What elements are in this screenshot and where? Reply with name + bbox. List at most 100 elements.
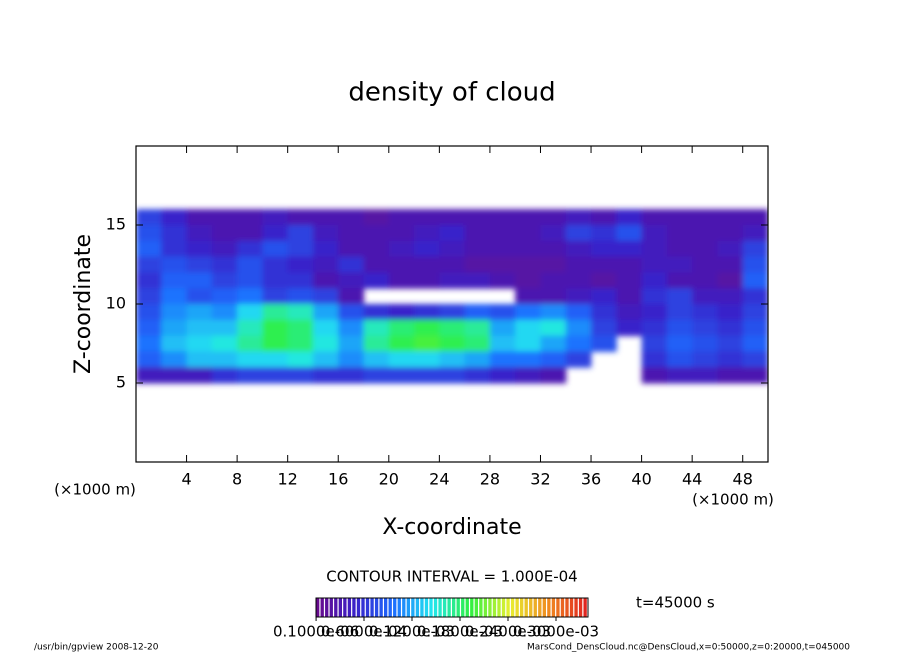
- heatmap-cells: [136, 209, 768, 384]
- heatmap-cell: [363, 335, 390, 352]
- colorbar-swatch: [456, 598, 460, 617]
- colorbar-swatch: [483, 598, 488, 617]
- heatmap-cell: [489, 225, 516, 242]
- heatmap-cell: [439, 256, 466, 273]
- heatmap-cell: [312, 240, 339, 258]
- colorbar-swatch: [542, 598, 546, 617]
- heatmap-cell: [211, 351, 238, 368]
- heatmap-cell: [186, 256, 213, 273]
- heatmap-cell: [136, 351, 162, 368]
- heatmap-cell: [565, 335, 592, 352]
- colorbar: 0.1000e-060.6000e-040.1200e-030.1800e-03…: [273, 597, 599, 641]
- colorbar-swatch: [370, 598, 374, 617]
- heatmap-cell: [616, 319, 643, 337]
- heatmap-cell: [439, 272, 466, 289]
- heatmap-cell: [186, 304, 213, 321]
- colorbar-swatch: [343, 598, 347, 617]
- heatmap-cell: [515, 351, 541, 368]
- heatmap-cell: [742, 288, 768, 305]
- colorbar-swatch: [320, 598, 324, 617]
- heatmap-cell: [388, 319, 415, 337]
- colorbar-swatch: [556, 598, 560, 617]
- heatmap-cell: [312, 304, 339, 321]
- heatmap-cell: [287, 319, 314, 337]
- heatmap-cell: [565, 351, 592, 368]
- heatmap-cell: [388, 240, 415, 258]
- heatmap-cell: [742, 319, 768, 337]
- heatmap-cell: [439, 351, 466, 368]
- colorbar-swatch: [574, 598, 578, 617]
- heatmap-cell: [464, 335, 491, 352]
- heatmap-cell: [161, 319, 188, 337]
- heatmap-cell: [161, 288, 188, 305]
- heatmap-cell: [186, 272, 213, 289]
- x-tick-label: 8: [232, 470, 242, 489]
- colorbar-swatch: [497, 598, 501, 617]
- heatmap-cell: [489, 335, 516, 352]
- heatmap-cell: [363, 351, 390, 368]
- heatmap-cell: [540, 304, 567, 321]
- heatmap-cell: [591, 225, 617, 242]
- heatmap-cell: [287, 240, 314, 258]
- heatmap-cell: [591, 256, 617, 273]
- colorbar-swatch: [510, 598, 515, 617]
- heatmap-cell: [414, 225, 440, 242]
- heatmap-cell: [211, 240, 238, 258]
- heatmap-cell: [262, 209, 289, 226]
- colorbar-swatch: [352, 598, 356, 617]
- heatmap-cell: [363, 304, 390, 321]
- footer-right: MarsCond_DensCloud.nc@DensCloud,x=0:5000…: [527, 643, 850, 653]
- heatmap-cell: [666, 209, 693, 226]
- colorbar-swatch: [578, 598, 583, 617]
- heatmap-cell: [692, 225, 718, 242]
- heatmap-cell: [515, 288, 541, 305]
- heatmap-cell: [161, 209, 188, 226]
- heatmap-cell: [742, 225, 768, 242]
- heatmap-cell: [565, 209, 592, 226]
- heatmap-cell: [515, 240, 541, 258]
- heatmap-cell: [161, 304, 188, 321]
- heatmap-cell: [186, 209, 213, 226]
- heatmap-cell: [666, 304, 693, 321]
- x-tick-label: 44: [682, 470, 702, 489]
- heatmap-cell: [312, 209, 339, 226]
- heatmap-cell: [742, 335, 768, 352]
- heatmap-cell: [287, 335, 314, 352]
- colorbar-swatch: [379, 598, 383, 617]
- heatmap-cell: [616, 272, 643, 289]
- colorbar-tick-label: 0.3000e-03: [513, 623, 599, 641]
- x-tick-label: 28: [480, 470, 500, 489]
- heatmap-cell: [388, 256, 415, 273]
- colorbar-swatch: [365, 598, 370, 617]
- heatmap-cell: [616, 288, 643, 305]
- heatmap-cell: [287, 304, 314, 321]
- heatmap-cell: [540, 351, 567, 368]
- colorbar-swatch: [488, 598, 492, 617]
- heatmap-cell: [641, 240, 668, 258]
- heatmap-cell: [464, 319, 491, 337]
- heatmap-cell: [237, 319, 263, 337]
- heatmap-cell: [489, 209, 516, 226]
- heatmap-cell: [717, 288, 744, 305]
- heatmap-cell: [237, 288, 263, 305]
- heatmap-cell: [439, 209, 466, 226]
- heatmap-cell: [414, 240, 440, 258]
- heatmap-cell: [692, 367, 718, 384]
- heatmap-cell: [388, 335, 415, 352]
- heatmap-cell: [439, 335, 466, 352]
- heatmap-cell: [717, 225, 744, 242]
- heatmap-cell: [515, 256, 541, 273]
- heatmap-cell: [515, 272, 541, 289]
- heatmap-cell: [464, 240, 491, 258]
- heatmap-cell: [692, 272, 718, 289]
- heatmap-cell: [211, 335, 238, 352]
- heatmap-cell: [186, 225, 213, 242]
- heatmap-cell: [717, 240, 744, 258]
- heatmap-cell: [565, 304, 592, 321]
- colorbar-tick-label: 0.6000e-04: [321, 623, 407, 641]
- heatmap-cell: [287, 351, 314, 368]
- heatmap-cell: [717, 209, 744, 226]
- heatmap-cell: [717, 272, 744, 289]
- heatmap-cell: [262, 335, 289, 352]
- heatmap-cell: [692, 209, 718, 226]
